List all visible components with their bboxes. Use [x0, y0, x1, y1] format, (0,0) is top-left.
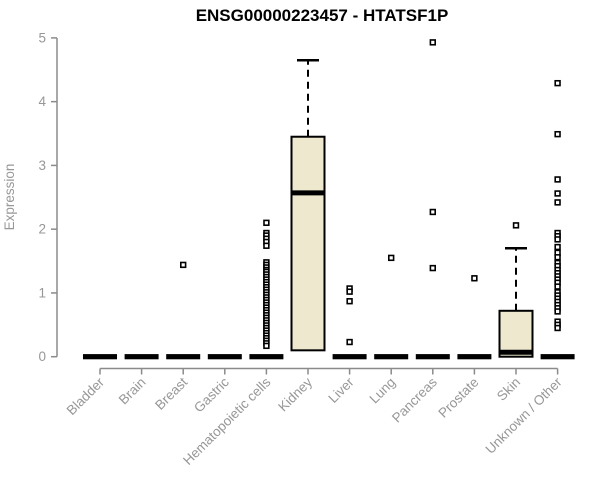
outlier-point	[554, 236, 561, 243]
outlier-point	[429, 39, 436, 46]
zero-box	[457, 354, 492, 360]
x-axis-label: Kidney	[275, 374, 315, 414]
outlier-point	[180, 261, 187, 269]
outlier-point	[346, 338, 353, 346]
x-axis-label: Bladder	[64, 374, 108, 418]
outlier-point	[263, 242, 270, 249]
zero-box	[332, 354, 367, 360]
outlier-point	[263, 219, 270, 227]
outlier-point	[471, 275, 478, 282]
zero-box	[207, 354, 242, 360]
outlier-point	[554, 199, 561, 206]
x-axis-label: Pancreas	[389, 374, 440, 425]
outlier-point	[263, 342, 270, 350]
box	[290, 135, 326, 352]
x-axis-label: Breast	[152, 374, 190, 412]
outlier-point	[554, 254, 561, 261]
zero-box	[83, 354, 117, 360]
chart-title: ENSG00000223457 - HTATSF1P	[195, 6, 449, 25]
outlier-point	[346, 298, 353, 305]
outlier-point	[554, 308, 561, 315]
outlier-point	[554, 243, 561, 251]
y-axis-title: Expression	[2, 164, 17, 231]
y-tick-label: 2	[38, 222, 46, 237]
outlier-point	[429, 264, 436, 272]
outlier-point	[554, 324, 561, 332]
x-axis-label: Prostate	[435, 375, 481, 421]
x-axis-label: Skin	[494, 375, 523, 404]
outlier-point	[554, 176, 561, 183]
zero-box	[166, 354, 201, 360]
outlier-point	[429, 208, 436, 216]
x-axis-label: Unknown / Other	[482, 374, 565, 457]
x-axis-label: Brain	[116, 375, 149, 408]
outlier-point	[512, 222, 520, 229]
x-axis-label: Gastric	[191, 374, 232, 415]
outlier-point	[387, 254, 395, 262]
outlier-point	[554, 283, 561, 290]
outlier-point	[346, 288, 353, 295]
zero-box	[374, 354, 409, 360]
zero-box	[249, 354, 284, 360]
y-tick-label: 4	[38, 94, 46, 109]
zero-box	[540, 354, 575, 360]
outlier-point	[554, 130, 561, 138]
x-axis-label: Liver	[325, 374, 357, 406]
zero-box	[415, 354, 450, 360]
outlier-point	[554, 190, 561, 197]
y-tick-label: 3	[38, 158, 46, 173]
zero-box	[124, 354, 159, 360]
outlier-point	[554, 79, 561, 87]
y-tick-label: 5	[38, 30, 46, 45]
y-tick-label: 1	[38, 285, 46, 300]
x-axis-label: Lung	[366, 375, 398, 407]
box	[498, 309, 534, 358]
y-tick-label: 0	[38, 349, 46, 364]
